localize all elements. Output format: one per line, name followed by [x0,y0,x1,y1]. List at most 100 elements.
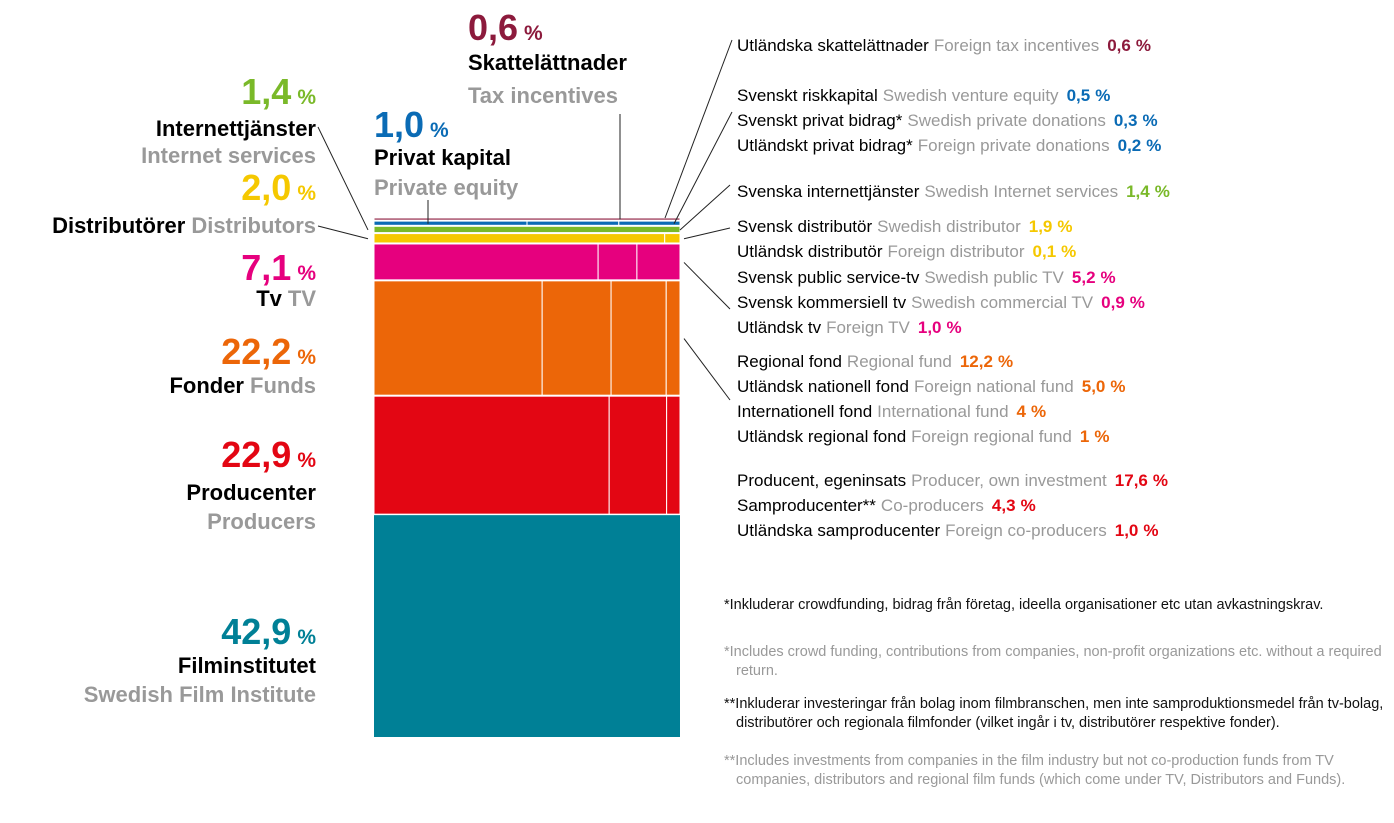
value-label: 0,6 [468,7,518,48]
group-value: 42,9% [221,611,316,652]
group-name: Swedish Film Institute [84,682,316,707]
name-en: International fund [877,402,1008,421]
group-name: Internet services [141,143,316,168]
value-label: 1 [1080,427,1089,446]
segment [373,395,610,515]
group-name: Producers [207,509,316,534]
value-label: 1,0 [374,104,424,145]
name: Svensk distributör [737,217,872,236]
name: Filminstitutet [178,653,317,678]
group-value: 22,2% [221,331,316,372]
unit: % [1021,496,1036,515]
legend-item: Utländsk regional fond Foreign regional f… [737,427,1109,446]
name: Utländsk nationell fond [737,377,909,396]
unit: % [297,346,316,369]
value-label: 1,0 [1115,521,1139,540]
name: Internationell fond [737,402,872,421]
group-name: Producenter [186,480,316,505]
name-en: Co-producers [881,496,984,515]
segment [373,233,666,244]
unit: % [1031,402,1046,421]
segment [373,225,681,234]
legend-item: Svensk distributör Swedish distributor 1,9… [737,217,1073,236]
footnote: **Includes investments from companies in… [724,753,1346,788]
legend-item: Svenskt riskkapital Swedish venture equit… [737,86,1110,105]
name: Utländsk tv [737,318,822,337]
name: Skattelättnader [468,50,627,75]
group-name: Private equity [374,175,519,200]
group-name: Skattelättnader [468,50,627,75]
legend-item: Svensk public service-tv Swedish public T… [737,268,1116,287]
group-name: Tv TV [256,286,316,311]
leader-line [673,111,733,224]
name: Svensk public service-tv [737,268,920,287]
name: Internettjänster [156,116,317,141]
group-name: Distributörer Distributors [52,213,316,238]
name-en: Foreign co-producers [945,521,1107,540]
unit: % [1143,521,1158,540]
name: Utländsk regional fond [737,427,906,446]
value-label: 22,9 [221,434,291,475]
group-name: Filminstitutet [178,653,317,678]
value-label: 0,5 [1067,86,1091,105]
name-en: Swedish Film Institute [84,682,316,707]
leader-line [664,39,733,219]
legend-item: Svenskt privat bidrag* Swedish private do… [737,111,1158,130]
name-en: Producers [207,509,316,534]
group-value: 0,6% [468,7,543,48]
value-label: 5,2 [1072,268,1096,287]
name-en: TV [288,286,316,311]
leader-line [317,225,369,240]
name-en: Foreign national fund [914,377,1074,396]
unit: % [1130,293,1145,312]
unit: % [297,86,316,109]
value-label: 1,4 [1126,182,1150,201]
leader-line [683,338,731,401]
unit: % [524,22,543,45]
name: Svenskt riskkapital [737,86,878,105]
group-value: 2,0% [241,167,316,208]
name: Producenter [186,480,316,505]
name: Producent, egeninsats [737,471,906,490]
unit: % [1057,217,1072,236]
group-name: Internettjänster [156,116,317,141]
segment [665,280,681,396]
unit: % [1094,427,1109,446]
value-label: 17,6 [1115,471,1148,490]
group-name: Tax incentives [468,83,618,108]
unit: % [1101,268,1116,287]
unit: % [1061,242,1076,261]
unit: % [1136,36,1151,55]
legend-item: Producent, egeninsats Producer, own inves… [737,471,1168,490]
group-value: 1,0% [374,104,449,145]
value-label: 22,2 [221,331,291,372]
legend-item: Utländsk nationell fond Foreign national … [737,377,1126,396]
footnote: *Includes crowd funding, contributions f… [724,644,1382,679]
value-label: 42,9 [221,611,291,652]
leader-line [683,262,731,310]
unit: % [297,182,316,205]
name-en: Foreign TV [826,318,910,337]
value-label: 4,3 [992,496,1016,515]
legend-item: Utländsk tv Foreign TV 1,0% [737,318,962,337]
unit: % [430,119,449,142]
group-bar [374,515,680,737]
name-en: Funds [250,373,316,398]
name-en: Swedish public TV [924,268,1064,287]
unit: % [998,352,1013,371]
segment [541,280,612,396]
name: Privat kapital [374,145,511,170]
name-en: Foreign distributor [888,242,1025,261]
group-value: 7,1% [241,247,316,288]
segment [664,233,681,244]
footnote: **Inkluderar investeringar från bolag in… [724,696,1384,731]
leader-line [683,227,731,240]
unit: % [1110,377,1125,396]
value-label: 12,2 [960,352,993,371]
name-en: Foreign regional fund [911,427,1072,446]
value-label: 0,1 [1033,242,1057,261]
legend-item: Utländsk distributör Foreign distributor 0… [737,242,1076,261]
segment [636,243,681,281]
unit: % [297,626,316,649]
